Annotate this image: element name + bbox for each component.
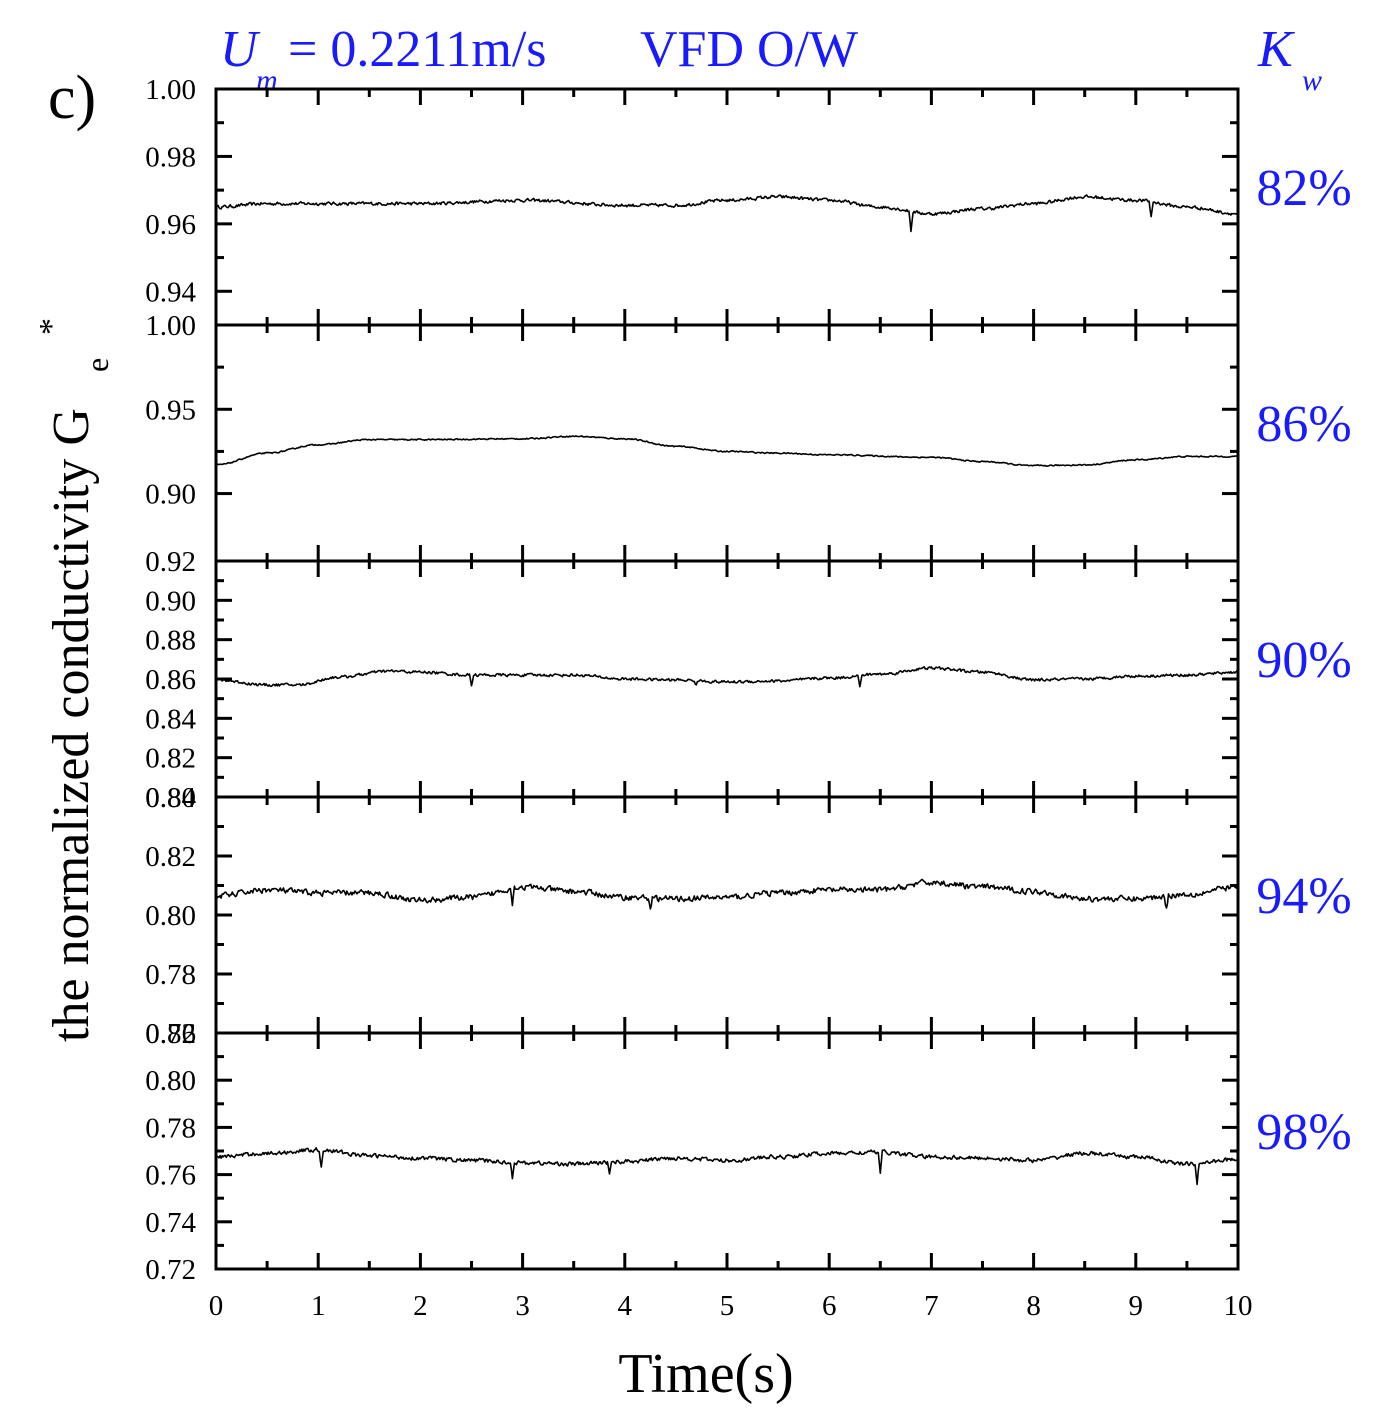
y-tick-label: 0.78 [145,1112,196,1144]
x-tick-label: 0 [209,1290,224,1322]
y-tick-label: 0.90 [145,479,196,511]
series-line-kw-90 [215,666,1239,688]
x-axis-label: Time(s) [618,1343,793,1405]
y-tick-label: 0.84 [145,703,196,735]
panel-3: 0.92 0.90 0.88 0.86 0.84 0.82 0.80 90% [145,546,1351,814]
panel-label: c) [48,64,96,132]
kw-label: 82% [1256,160,1351,217]
panel-frame [214,323,1240,563]
panel-5: 0.82 0.80 0.78 0.76 0.74 0.72 98% [145,1018,1351,1286]
kw-symbol: K [1257,21,1295,78]
series-line-kw-82 [215,194,1239,233]
panel-1: 1.00 0.98 0.96 0.94 82% [145,74,1352,327]
y-tick-label: 0.96 [145,209,196,241]
x-tick-label: 5 [720,1290,735,1322]
kw-label: 86% [1256,396,1351,453]
y-tick-label: 0.80 [145,900,196,932]
y-tick-label: 0.95 [145,394,196,426]
panel-frame [214,87,1240,327]
y-tick-label: 0.98 [145,141,196,173]
y-tick-label: 0.78 [145,959,196,991]
panel-frame [214,1031,1240,1271]
x-tick-label: 3 [515,1290,530,1322]
y-axis-label-sup: * [33,318,70,335]
kw-label: 90% [1256,632,1351,689]
y-tick-label: 0.82 [145,1018,196,1050]
y-tick-label: 0.80 [145,782,196,814]
y-axis-label-sub: e [79,358,115,372]
kw-subscript: w [1302,64,1322,97]
flow-header: U m = 0.2211m/s VFD O/W K w [220,21,1322,97]
x-tick-label: 2 [413,1290,428,1322]
y-tick-label: 0.74 [145,1207,196,1239]
series-line-kw-98 [215,1147,1239,1186]
y-tick-label: 0.82 [145,743,196,775]
x-tick-label: 6 [822,1290,837,1322]
y-tick-label: 0.92 [145,546,196,578]
y-axis-label-main: the normalized conductivity G [43,408,100,1042]
panel-4: 0.84 0.82 0.80 0.78 0.76 94% [145,782,1351,1050]
x-tick-label: 7 [924,1290,939,1322]
panels: 1.000.980.960.9482%1.000.950.9086%0.920.… [145,74,1351,1322]
x-tick-label: 9 [1129,1290,1144,1322]
kw-label: 98% [1256,1104,1351,1161]
y-tick-label: 0.90 [145,585,196,617]
series-line-kw-94 [215,878,1239,910]
y-tick-label: 0.86 [145,664,196,696]
x-tick-label: 8 [1026,1290,1041,1322]
y-tick-label: 0.84 [145,782,196,814]
y-tick-label: 0.76 [145,1160,196,1192]
y-tick-label: 1.00 [145,310,196,342]
y-tick-label: 0.76 [145,1018,196,1050]
kw-label: 94% [1256,868,1351,925]
y-tick-label: 0.88 [145,625,196,657]
series-line-kw-86 [215,435,1239,467]
y-axis-label: the normalized conductivity G e * [33,318,115,1042]
y-tick-label: 1.00 [145,74,196,106]
um-value: = 0.2211m/s [288,21,547,78]
x-tick-label: 10 [1224,1290,1253,1322]
y-tick-label: 0.80 [145,1065,196,1097]
x-tick-label: 1 [311,1290,326,1322]
y-tick-label: 0.72 [145,1254,196,1286]
panel-2: 1.00 0.95 0.90 86% [145,310,1352,563]
x-tick-label: 4 [618,1290,633,1322]
flow-type: VFD O/W [640,21,858,78]
y-tick-label: 0.82 [145,841,196,873]
y-tick-label: 0.94 [145,276,196,308]
panel-frame [214,795,1240,1035]
um-symbol: U [220,21,261,78]
